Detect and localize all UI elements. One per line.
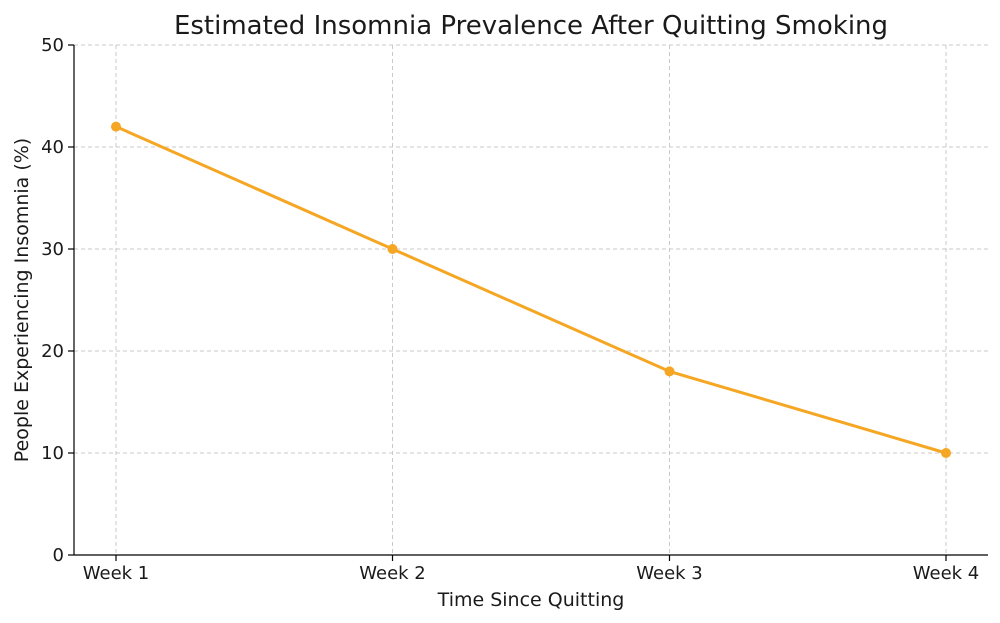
x-tick-label: Week 3 [636,563,703,584]
series-line [114,125,948,455]
data-point [111,121,121,132]
y-tick-label: 40 [41,137,64,158]
data-point [664,366,675,377]
x-tick-label: Week 4 [913,563,980,584]
chart-title: Estimated Insomnia Prevalence After Quit… [174,11,888,41]
y-tick-label: 0 [53,545,64,566]
grid-layer [74,44,988,555]
axes-layer [73,45,988,556]
data-point [387,244,398,254]
x-tick-label: Week 2 [359,563,426,584]
y-axis-label: People Experiencing Insomnia (%) [11,138,33,462]
y-tick-label: 30 [41,239,64,260]
series-layer [111,121,951,458]
data-point [941,448,951,458]
y-tick-label: 50 [41,35,64,56]
x-axis-label: Time Since Quitting [437,589,625,611]
y-tick-label: 20 [41,341,64,362]
x-tick-label: Week 1 [83,563,150,584]
y-tick-label: 10 [41,443,64,464]
ticks-layer: 0 10 20 30 40 50 Week 1 Week 2 Week 3 Week 4 [41,35,979,584]
